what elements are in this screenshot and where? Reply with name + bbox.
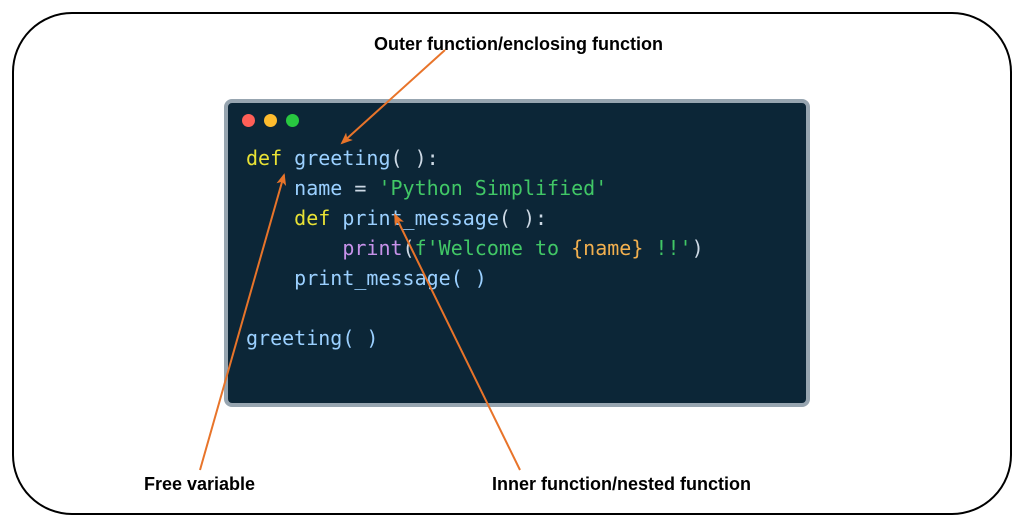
fstring-prefix: f — [415, 236, 427, 260]
label-outer-function: Outer function/enclosing function — [374, 34, 663, 55]
fstring-close: !!' — [643, 236, 691, 260]
fstring-open: 'Welcome to — [427, 236, 572, 260]
fstring-template: {name} — [571, 236, 643, 260]
label-inner-function: Inner function/nested function — [492, 474, 751, 495]
window-close-dot — [242, 114, 255, 127]
print-call: print — [342, 236, 402, 260]
outer-fn-name: greeting — [294, 146, 390, 170]
label-free-variable: Free variable — [144, 474, 255, 495]
kw-def-outer: def — [246, 146, 282, 170]
kw-def-inner: def — [294, 206, 330, 230]
code-editor: def greeting( ): name = 'Python Simplifi… — [224, 99, 810, 407]
assign-op: = — [342, 176, 378, 200]
window-zoom-dot — [286, 114, 299, 127]
string-literal: 'Python Simplified' — [378, 176, 607, 200]
free-variable-name: name — [294, 176, 342, 200]
diagram-frame: Outer function/enclosing function Free v… — [12, 12, 1012, 515]
window-minimize-dot — [264, 114, 277, 127]
inner-call: print_message( ) — [294, 266, 487, 290]
editor-titlebar — [228, 103, 806, 137]
outer-call: greeting( ) — [246, 326, 378, 350]
code-block: def greeting( ): name = 'Python Simplifi… — [228, 137, 806, 353]
outer-fn-parens: ( ): — [391, 146, 439, 170]
inner-fn-parens: ( ): — [499, 206, 547, 230]
inner-fn-name: print_message — [342, 206, 499, 230]
